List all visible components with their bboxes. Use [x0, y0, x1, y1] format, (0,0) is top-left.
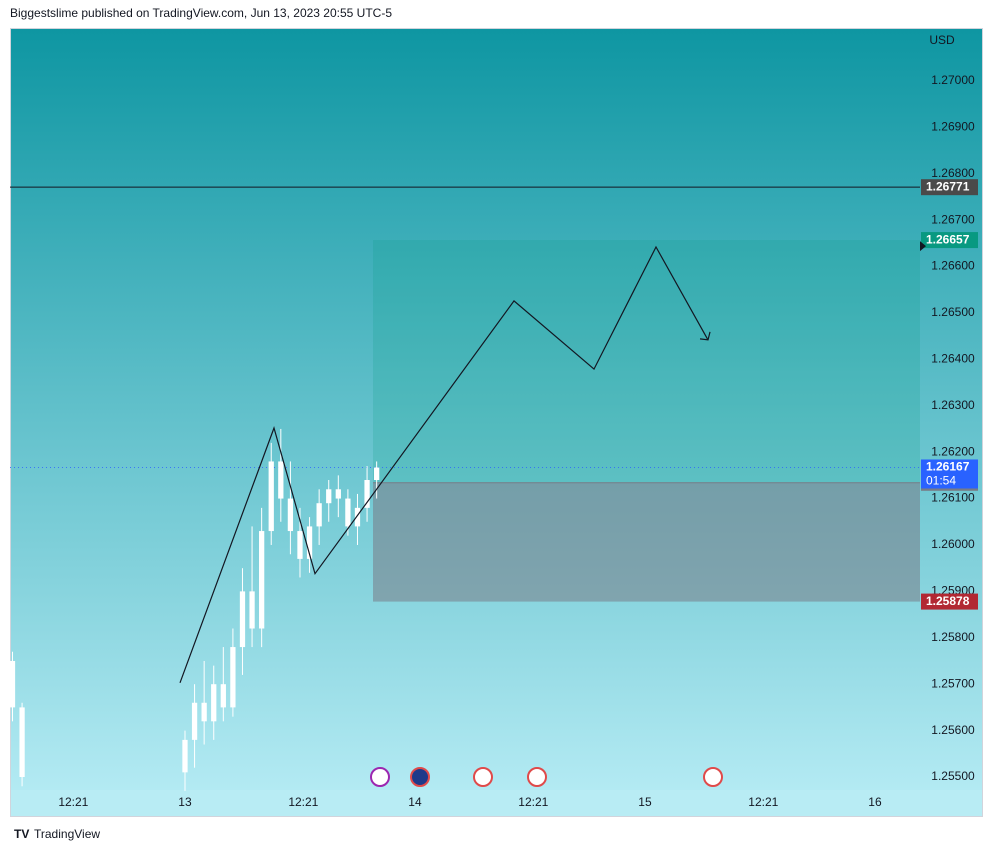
loss-zone: [373, 482, 920, 602]
header: Biggestslime published on TradingView.co…: [10, 6, 392, 20]
candle-body: [259, 531, 265, 629]
y-tick-label: 1.25800: [931, 630, 975, 644]
candle-body: [239, 591, 246, 648]
y-tick-label: 1.26500: [931, 305, 975, 319]
arrow-head: [699, 331, 711, 341]
candle-body: [191, 702, 198, 740]
candle-body: [364, 480, 370, 508]
candle-body: [230, 647, 236, 708]
candle-body: [345, 498, 351, 527]
footer: TradingView: [34, 827, 100, 841]
currency: USD: [929, 33, 955, 47]
candle-body: [287, 498, 294, 532]
candle-body: [278, 461, 284, 499]
candle-body: [268, 461, 274, 532]
countdown-label: 01:54: [926, 474, 956, 488]
line-price-tag-label: 1.26771: [926, 179, 970, 193]
candle-body: [220, 684, 226, 708]
x-tick-label: 12:21: [58, 795, 88, 809]
candle-body: [9, 660, 16, 708]
target-price-tag: [921, 232, 978, 249]
candle-body: [306, 526, 313, 559]
y-tick-label: 1.27000: [931, 73, 975, 87]
logo-mark: TV: [14, 827, 29, 841]
drawing-line: [179, 245, 709, 684]
x-tick-label: 16: [868, 795, 882, 809]
candle-body: [354, 507, 361, 527]
candle-body: [297, 531, 303, 559]
candle-body: [201, 702, 207, 722]
target-marker: [920, 241, 926, 252]
x-tick-label: 12:21: [748, 795, 778, 809]
last-price-tag: [921, 459, 978, 489]
y-tick-label: 1.26700: [931, 212, 975, 226]
candle-body: [249, 591, 255, 629]
x-tick-label: 12:21: [518, 795, 548, 809]
candle-body: [211, 684, 217, 722]
event-icon[interactable]: [370, 767, 390, 787]
event-icon[interactable]: [527, 767, 547, 787]
x-tick-label: 13: [178, 795, 192, 809]
y-tick-label: 1.25500: [931, 769, 975, 783]
stop-price-tag: [921, 593, 978, 610]
y-tick-label: 1.26000: [931, 537, 975, 551]
x-tick-label: 12:21: [288, 795, 318, 809]
y-tick-label: 1.26400: [931, 352, 975, 366]
plot-background: [10, 28, 983, 790]
target-price-tag-label: 1.26657: [926, 232, 970, 246]
y-tick-label: 1.26900: [931, 119, 975, 133]
candle-body: [19, 707, 25, 778]
x-tick-label: 14: [408, 795, 422, 809]
event-icons: [370, 767, 723, 787]
stop-price-tag-label: 1.25878: [926, 594, 970, 608]
candle-body: [374, 467, 380, 481]
candle-body: [182, 739, 188, 773]
line-price-tag: [921, 179, 978, 196]
candle-body: [316, 503, 322, 527]
x-tick-label: 15: [638, 795, 652, 809]
y-tick-label: 1.26600: [931, 259, 975, 273]
candle-body: [326, 489, 332, 504]
y-tick-label: 1.25700: [931, 676, 975, 690]
y-tick-label: 1.26800: [931, 166, 975, 180]
frame: [10, 28, 983, 817]
y-tick-label: 1.26300: [931, 398, 975, 412]
y-tick-label: 1.25600: [931, 723, 975, 737]
event-icon[interactable]: [473, 767, 493, 787]
candle-body: [335, 489, 341, 499]
y-tick-label: 1.26200: [931, 444, 975, 458]
profit-zone: [373, 240, 920, 483]
event-icon[interactable]: [410, 767, 430, 787]
y-tick-label: 1.26100: [931, 491, 975, 505]
last-price-label: 1.26167: [926, 460, 970, 474]
event-icon[interactable]: [703, 767, 723, 787]
time-axis-background: [10, 790, 983, 817]
